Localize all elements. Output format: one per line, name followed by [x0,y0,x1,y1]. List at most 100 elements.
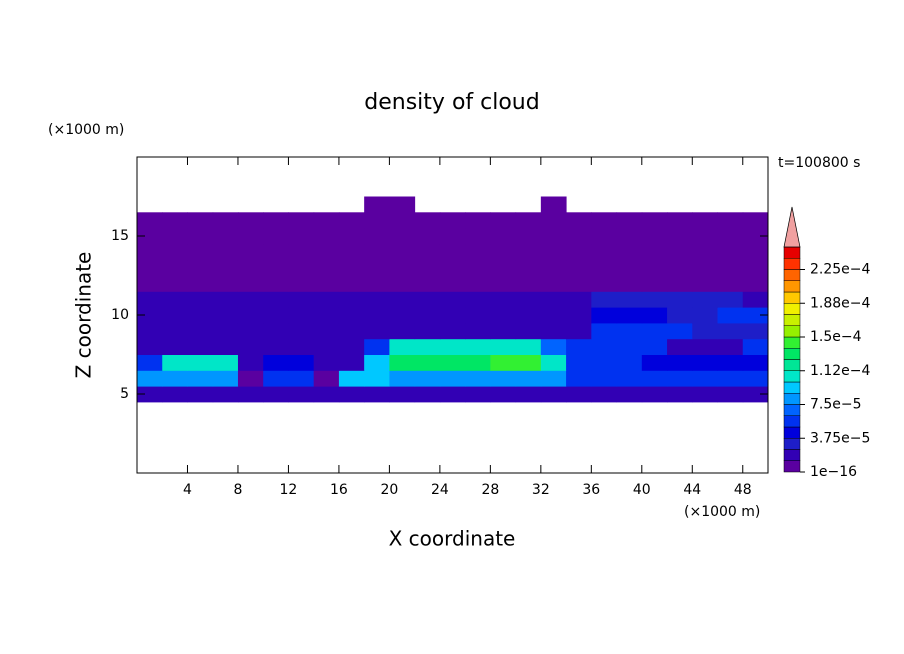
contour-cell [566,322,592,340]
contour-cell [667,228,693,245]
contour-cell [742,354,768,371]
contour-cell [414,322,441,340]
contour-cell [212,275,239,292]
contour-cell [288,354,315,371]
contour-cell [641,275,668,292]
contour-cell [364,243,390,261]
contour-cell [288,386,315,403]
contour-cell [667,243,693,261]
contour-cell [212,386,239,403]
contour-cell [288,370,315,387]
contour-cell [162,228,188,245]
colorbar-band [783,393,801,405]
contour-cell [137,243,163,261]
contour-cell [692,322,719,340]
colorbar-label: 2.25e−4 [810,262,871,278]
contour-cell [187,275,214,292]
contour-cell [641,228,668,245]
contour-cell [490,386,517,403]
contour-cell [439,228,466,245]
contour-cell [364,370,390,387]
contour-cell [162,243,188,261]
contour-cell [667,322,693,340]
contour-cell [389,259,416,276]
contour-cell [465,322,491,340]
colorbar-band [783,258,801,270]
contour-cell [540,370,567,387]
contour-cell [465,212,491,229]
contour-cell [137,291,163,308]
contour-cell [591,259,618,276]
y-axis-label: Z coordinate [72,252,96,379]
contour-cell [389,212,416,229]
x-tick-label: 44 [683,482,701,498]
contour-cell [465,370,491,387]
contour-cell [389,275,416,292]
contour-cell [667,212,693,229]
contour-cell [490,275,517,292]
contour-cell [364,386,390,403]
contour-cell [667,307,693,324]
contour-cell [667,370,693,387]
contour-cell [742,228,768,245]
contour-cell [187,354,214,371]
colorbar-band [783,314,801,326]
contour-cell [263,291,289,308]
contour-cell [692,338,719,355]
contour-cell [288,291,315,308]
contour-cell [313,386,340,403]
contour-cell [313,259,340,276]
contour-cell [313,243,340,261]
contour-cell [237,370,264,387]
colorbar-band [783,460,801,473]
colorbar-band [783,348,801,360]
contour-cell [591,212,618,229]
contour-cell [490,259,517,276]
contour-cell [364,291,390,308]
contour-cell [540,291,567,308]
contour-cell [237,228,264,245]
contour-cell [162,212,188,229]
contour-cell [237,212,264,229]
colorbar-band [783,449,801,461]
contour-cell [540,307,567,324]
contour-cell [313,291,340,308]
contour-cell [162,338,188,355]
contour-cell [717,338,744,355]
contour-cell [212,338,239,355]
contour-cell [641,338,668,355]
contour-cell [717,275,744,292]
contour-cell [616,322,643,340]
contour-cell [439,291,466,308]
colorbar-band [783,303,801,315]
colorbar-band [783,336,801,349]
contour-cell [692,354,719,371]
contour-cell [389,291,416,308]
x-tick-label: 20 [380,482,398,498]
x-tick-label: 16 [330,482,348,498]
contour-cell [742,275,768,292]
contour-cell [137,322,163,340]
colorbar-band [783,291,801,304]
contour-cell [338,354,365,371]
contour-cell [742,243,768,261]
contour-cell [187,259,214,276]
contour-cell [263,259,289,276]
contour-cell [313,354,340,371]
contour-cell [515,354,542,371]
contour-cell [237,307,264,324]
contour-cell [515,338,542,355]
contour-cell [263,212,289,229]
contour-cell [692,228,719,245]
y-tick-label: 5 [120,386,129,402]
contour-cell [641,212,668,229]
contour-cell [439,322,466,340]
contour-cell [288,338,315,355]
contour-cell [591,338,618,355]
colorbar-label: 3.75e−5 [810,430,870,446]
contour-cell [667,338,693,355]
contour-cell [237,291,264,308]
contour-cell [616,243,643,261]
contour-cell [237,386,264,403]
colorbar-band [783,280,801,293]
